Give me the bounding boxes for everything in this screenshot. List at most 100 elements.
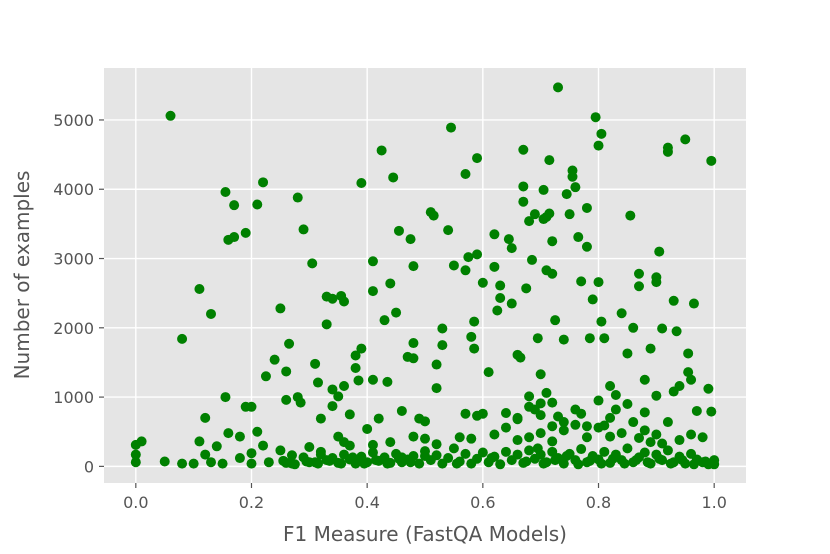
data-point: [446, 122, 457, 133]
data-point: [651, 429, 662, 440]
data-point: [278, 455, 289, 466]
data-point: [593, 277, 604, 288]
data-point: [683, 348, 694, 359]
data-point: [367, 286, 378, 297]
x-axis-label: F1 Measure (FastQA Models): [283, 522, 567, 546]
data-point: [408, 353, 419, 364]
data-point: [477, 277, 488, 288]
data-point: [281, 394, 292, 405]
data-point: [518, 144, 529, 155]
data-point: [535, 398, 546, 409]
data-point: [269, 354, 280, 365]
data-point: [391, 307, 402, 318]
data-point: [605, 431, 616, 442]
data-point: [373, 413, 384, 424]
data-point: [547, 268, 558, 279]
data-point: [622, 399, 633, 410]
data-point: [616, 308, 627, 319]
data-point: [581, 421, 592, 432]
data-point: [353, 375, 364, 386]
x-tick-label: 0.8: [586, 493, 611, 512]
data-point: [281, 366, 292, 377]
data-point: [495, 280, 506, 291]
data-point: [570, 419, 581, 430]
data-point: [327, 384, 338, 395]
data-point: [573, 459, 584, 470]
data-point: [524, 432, 535, 443]
data-point: [553, 82, 564, 93]
data-point: [382, 458, 393, 469]
data-point: [367, 447, 378, 458]
data-point: [130, 449, 141, 460]
data-point: [558, 334, 569, 345]
data-point: [645, 437, 656, 448]
data-point: [590, 112, 601, 123]
data-point: [489, 261, 500, 272]
data-point: [408, 338, 419, 349]
data-point: [599, 446, 610, 457]
data-point: [634, 432, 644, 443]
data-point: [596, 458, 607, 469]
data-point: [206, 308, 216, 319]
data-point: [553, 411, 564, 422]
data-point: [654, 246, 665, 257]
data-point: [616, 428, 627, 439]
data-point: [561, 189, 572, 200]
data-point: [622, 443, 633, 454]
data-point: [356, 178, 367, 189]
y-tick-label: 1000: [53, 388, 94, 407]
data-point: [469, 316, 480, 327]
data-point: [593, 395, 604, 406]
data-point: [359, 458, 370, 469]
data-point: [639, 374, 650, 385]
data-point: [622, 348, 633, 359]
data-point: [188, 458, 199, 469]
data-point: [431, 383, 442, 394]
data-point: [521, 456, 532, 467]
data-point: [550, 455, 561, 466]
data-point: [587, 294, 598, 305]
data-point: [159, 456, 170, 467]
data-point: [258, 440, 269, 451]
data-point: [677, 455, 688, 466]
data-point: [550, 315, 561, 326]
data-point: [532, 333, 543, 344]
data-point: [642, 457, 653, 468]
data-point: [469, 343, 480, 354]
data-point: [220, 187, 231, 198]
data-point: [576, 276, 587, 287]
data-point: [524, 391, 535, 402]
data-point: [420, 446, 430, 457]
data-point: [362, 423, 373, 434]
data-point: [639, 407, 650, 418]
data-point: [315, 446, 326, 457]
data-point: [581, 241, 592, 252]
data-point: [448, 443, 459, 454]
data-point: [396, 405, 407, 416]
data-point: [512, 412, 523, 423]
data-point: [339, 381, 350, 392]
data-point: [599, 333, 610, 344]
data-point: [194, 436, 205, 447]
data-point: [584, 455, 595, 466]
data-point: [460, 408, 471, 419]
data-point: [529, 209, 540, 220]
data-point: [431, 439, 442, 450]
data-point: [561, 450, 572, 461]
data-point: [651, 277, 662, 288]
data-point: [605, 412, 616, 423]
data-point: [307, 258, 318, 269]
data-point: [668, 386, 679, 397]
data-point: [405, 457, 416, 468]
data-point: [327, 401, 338, 412]
data-point: [246, 401, 257, 412]
data-point: [506, 298, 517, 309]
data-point: [275, 303, 286, 314]
data-point: [393, 225, 404, 236]
data-point: [206, 457, 216, 468]
data-point: [466, 331, 477, 342]
y-tick-label: 2000: [53, 319, 94, 338]
data-point: [651, 390, 662, 401]
data-point: [518, 196, 529, 207]
